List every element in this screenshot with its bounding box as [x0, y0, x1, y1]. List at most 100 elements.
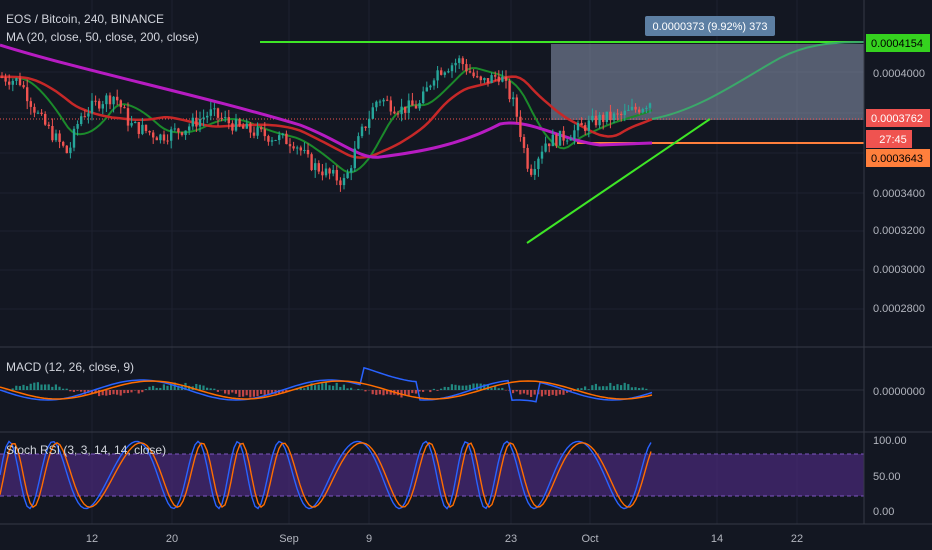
stoch-axis[interactable]: 100.00 50.00 0.00	[873, 435, 907, 518]
candle-body	[98, 101, 101, 109]
macd-histogram-bar	[98, 390, 101, 397]
stoch-tick: 100.00	[873, 435, 907, 447]
candle-body	[328, 168, 331, 174]
candle-body	[267, 136, 270, 142]
candle-body	[425, 87, 428, 92]
price-axis[interactable]: 0.0004000 0.0003400 0.0003200 0.0003000 …	[866, 34, 930, 315]
macd-histogram-bar	[62, 388, 65, 390]
measure-tag[interactable]: 0.0000373 (9.92%) 373	[645, 16, 775, 36]
macd-histogram-bar	[144, 389, 147, 390]
candle-body	[11, 80, 14, 85]
candle-body	[119, 100, 122, 108]
candle-body	[580, 122, 583, 126]
macd-histogram-bar	[605, 386, 608, 390]
ma50-line	[0, 75, 653, 159]
candle-body	[555, 134, 558, 146]
candle-body	[4, 77, 7, 82]
price-tick: 0.0003400	[873, 188, 925, 200]
candle-body	[594, 115, 598, 126]
macd-histogram-bar	[494, 385, 497, 390]
macd-histogram-bar	[328, 385, 331, 390]
candle-body	[108, 95, 112, 105]
candle-body	[58, 133, 61, 142]
candle-body	[234, 119, 238, 131]
macd-histogram-bar	[512, 390, 515, 394]
candle-body	[47, 124, 50, 127]
candle-body	[605, 111, 608, 122]
macd-histogram-bar	[26, 386, 29, 390]
stoch-tick: 50.00	[873, 471, 901, 483]
candle-body	[29, 101, 32, 107]
candle-body	[515, 97, 518, 117]
macd-histogram-bar	[414, 390, 417, 394]
candle-body	[15, 78, 18, 81]
candle-body	[468, 71, 472, 73]
candle-body	[501, 76, 504, 82]
candle-body	[414, 105, 418, 109]
macd-histogram-bar	[551, 390, 554, 395]
candle-body	[530, 168, 533, 175]
projection-box	[551, 44, 864, 120]
candle-body	[245, 123, 248, 129]
macd-histogram-bar	[18, 386, 21, 390]
projection-path	[651, 41, 865, 120]
candle-body	[519, 116, 522, 138]
candle-body	[450, 65, 454, 72]
macd-histogram-bar	[548, 390, 551, 397]
candle-body	[249, 123, 252, 133]
target-price-tag: 0.0004154	[866, 34, 930, 52]
candle-body	[364, 126, 367, 128]
time-axis[interactable]: 12 20 Sep 9 23 Oct 14 22	[86, 533, 803, 545]
macd-histogram-bar	[310, 383, 313, 390]
candle-body	[353, 148, 356, 169]
candle-body	[609, 111, 612, 121]
macd-histogram-bar	[584, 386, 587, 390]
candle-body	[472, 72, 475, 77]
macd-histogram-bar	[76, 390, 79, 391]
candle-body	[544, 143, 547, 152]
candle-body	[494, 75, 497, 77]
macd-histogram-bar	[155, 387, 158, 390]
macd-histogram-bar	[335, 382, 338, 390]
macd-histogram-bar	[249, 390, 252, 398]
macd-histogram-bar	[36, 382, 39, 390]
macd-histogram-bar	[526, 390, 529, 395]
macd-histogram-bar	[522, 390, 525, 394]
price-tick: 0.0004000	[873, 68, 925, 80]
macd-histogram-bar	[213, 388, 216, 390]
candle-body	[332, 169, 335, 174]
macd-axis[interactable]: 0.0000000	[873, 386, 925, 398]
candle-body	[638, 109, 641, 113]
candle-body	[166, 140, 169, 142]
candle-body	[602, 114, 605, 122]
ma-legend: MA (20, close, 50, close, 200, close)	[6, 30, 199, 44]
candle-body	[65, 145, 68, 154]
candle-body	[620, 113, 623, 116]
time-tick: Sep	[279, 533, 299, 545]
candle-body	[141, 124, 144, 134]
ma20-line	[0, 67, 653, 174]
stoch-band	[0, 454, 864, 496]
macd-histogram-bar	[80, 390, 83, 392]
macd-histogram-bar	[303, 388, 306, 390]
candle-body	[310, 154, 313, 171]
svg-text:0.0004154: 0.0004154	[871, 38, 923, 50]
measure-label: 0.0000373 (9.92%) 373	[653, 21, 768, 33]
macd-histogram-bar	[371, 390, 374, 395]
candle-body	[134, 122, 137, 124]
macd-histogram-bar	[234, 390, 237, 394]
candle-body	[368, 118, 371, 128]
macd-histogram-bar	[152, 385, 155, 390]
stoch-d-line	[0, 441, 652, 509]
macd-histogram-bar	[317, 384, 320, 390]
macd-histogram-bar	[267, 390, 270, 395]
macd-histogram-bar	[206, 387, 209, 390]
candle-body	[198, 119, 202, 127]
macd-histogram-bar	[440, 388, 443, 390]
candle-body	[440, 70, 443, 75]
macd-histogram-bar	[162, 384, 165, 390]
candle-body	[162, 134, 166, 141]
time-tick: 20	[166, 533, 178, 545]
macd-histogram-bar	[33, 382, 36, 390]
